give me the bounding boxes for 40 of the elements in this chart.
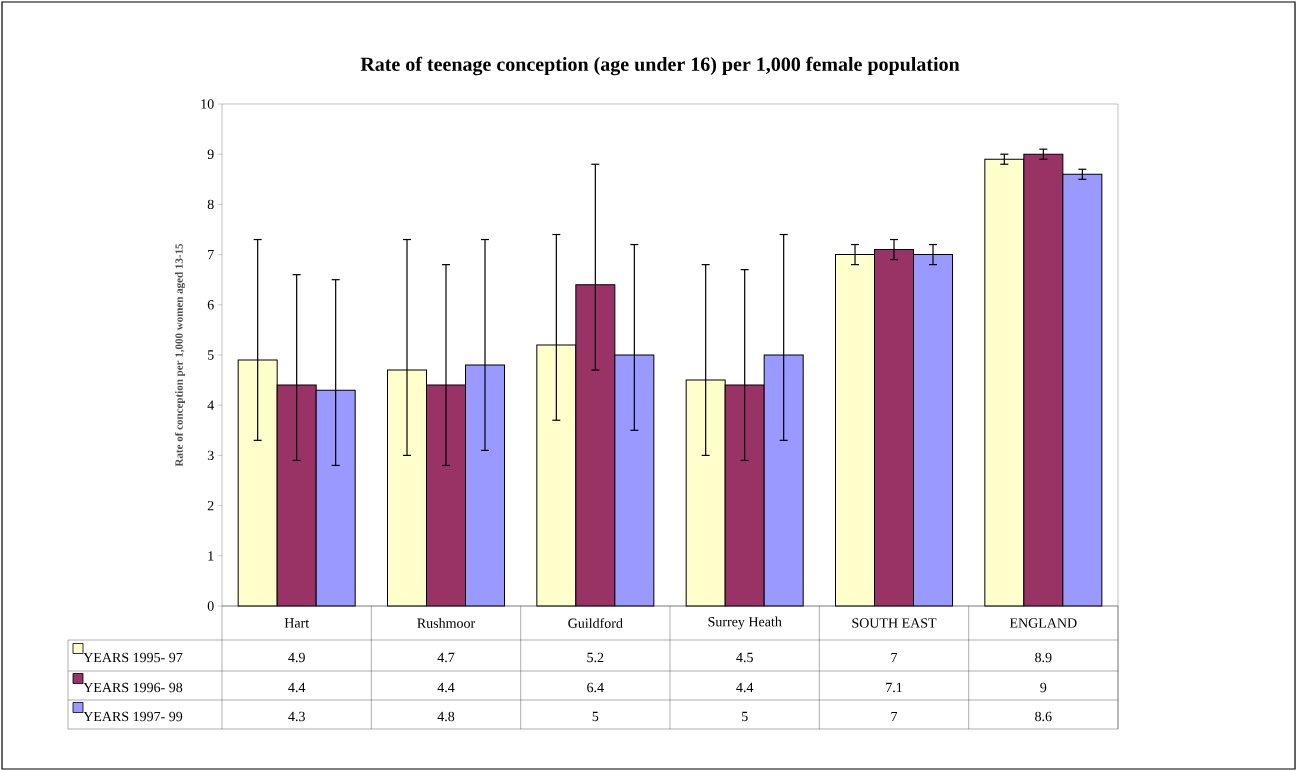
data-label: 7	[891, 652, 898, 663]
data-label: 6.4	[587, 682, 604, 693]
y-tick-label: 6	[207, 300, 214, 310]
data-label: 7.1	[886, 682, 902, 693]
data-label: 5	[742, 711, 748, 722]
data-label: 4.3	[288, 711, 305, 722]
data-label: 5	[592, 711, 599, 722]
data-label: 7	[891, 711, 898, 722]
data-label: 4.7	[437, 652, 455, 663]
x-tick-label: Rushmoor	[417, 618, 476, 628]
data-label: 4.8	[437, 711, 455, 722]
y-tick-label: 3	[207, 450, 214, 461]
legend-label: YEARS 1995- 97	[83, 652, 183, 663]
y-axis-title: Rate of conception per 1,000 women aged 13-15	[174, 243, 186, 467]
data-label: 4.9	[288, 652, 305, 663]
data-label: 5.2	[587, 652, 604, 663]
data-label: 9	[1040, 682, 1047, 693]
y-tick-label: 2	[207, 500, 214, 511]
chart-title: Rate of teenage conception (age under 16) per 1,000 female population	[360, 56, 960, 76]
data-label: 4.4	[437, 682, 455, 693]
data-label: 4.5	[736, 652, 753, 663]
y-tick-label: 5	[208, 350, 214, 360]
y-tick-label: 9	[207, 149, 214, 159]
x-tick-label: ENGLAND	[1009, 618, 1077, 628]
y-tick-label: 0	[207, 601, 214, 611]
y-tick-label: 7	[208, 250, 214, 260]
y-tick-label: 10	[201, 99, 214, 109]
data-label: 8.9	[1035, 652, 1052, 663]
y-tick-label: 1	[208, 551, 214, 561]
data-label: 8.6	[1035, 711, 1052, 722]
data-label: 4.4	[736, 682, 754, 693]
x-tick-label: Surrey Heath	[708, 616, 782, 630]
x-tick-label: SOUTH EAST	[852, 618, 937, 628]
legend-label: YEARS 1997- 99	[83, 711, 183, 722]
y-tick-label: 4	[207, 400, 214, 410]
y-tick-label: 8	[207, 199, 214, 210]
data-label: 4.4	[288, 682, 306, 693]
x-tick-label: Guildford	[568, 617, 623, 628]
legend-label: YEARS 1996- 98	[83, 682, 183, 693]
x-tick-label: Hart	[284, 618, 310, 628]
